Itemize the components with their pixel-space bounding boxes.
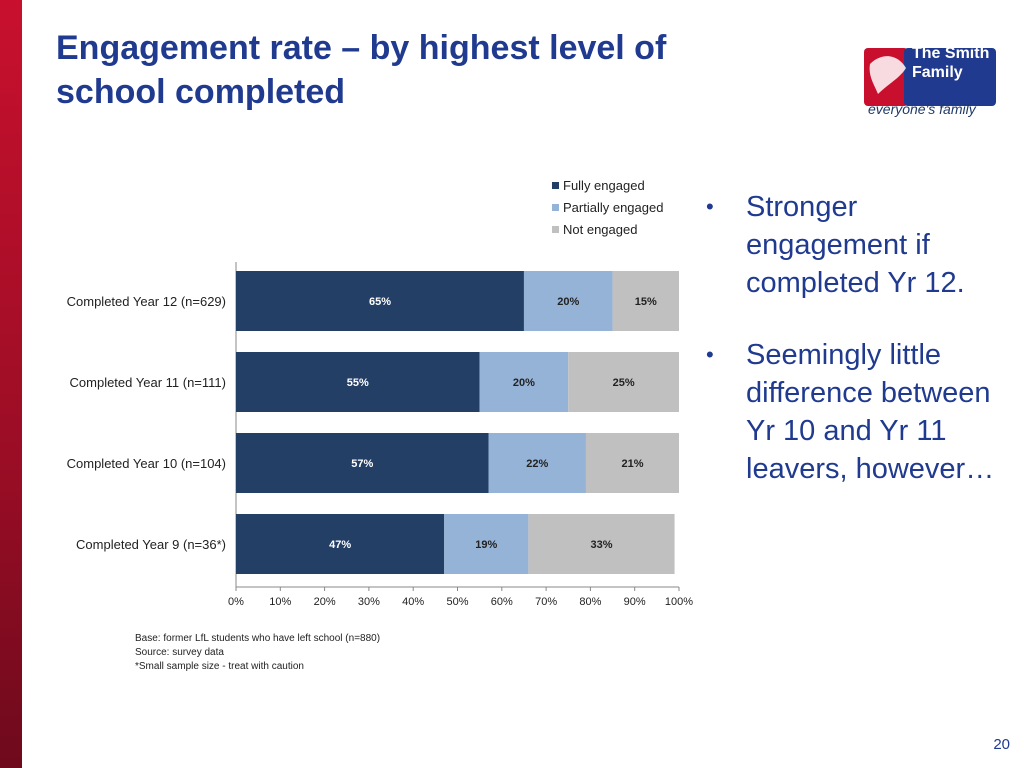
bar-value-label: 20% [557, 296, 579, 308]
bar-segment [568, 352, 679, 412]
logo-navy-block [904, 48, 996, 106]
bar-value-label: 33% [590, 539, 612, 551]
bar-segment [585, 433, 679, 493]
x-tick-label: 0% [228, 596, 244, 608]
bar-value-label: 20% [513, 377, 535, 389]
page-number: 20 [993, 736, 1010, 753]
engagement-chart: 0% 10% 20% 30% 40% 50% 60% 70% 80% 90% 100% Complet… [67, 178, 694, 608]
x-tick-label: 20% [314, 596, 336, 608]
x-tick-label: 40% [402, 596, 424, 608]
bar-segment [236, 433, 489, 493]
logo-name: The Smith Family [912, 45, 990, 81]
x-tick-label: 70% [535, 596, 557, 608]
logo-tagline: everyone's family [868, 101, 976, 117]
bullet-list: • Stronger engagement if completed Yr 12… [700, 188, 1000, 522]
bar-segment [479, 352, 569, 412]
x-tick-label: 90% [624, 596, 646, 608]
x-tick-label: 80% [579, 596, 601, 608]
legend-swatch [552, 204, 559, 211]
bar-segment [236, 352, 480, 412]
x-tick-label: 60% [491, 596, 513, 608]
legend-label: Partially engaged [563, 200, 663, 215]
bullet-text: Seemingly little difference between Yr 1… [746, 339, 995, 485]
bar-value-label: 55% [347, 377, 369, 389]
legend-swatch [552, 226, 559, 233]
bar-segment [523, 271, 613, 331]
category-label: Completed Year 11 (n=111) [70, 375, 226, 390]
bar-value-label: 57% [351, 458, 373, 470]
note-source: Source: survey data [135, 647, 224, 658]
legend-swatch [552, 182, 559, 189]
bullet-dot-icon: • [706, 342, 714, 367]
slide-title: Engagement rate – by highest level of sc… [56, 29, 667, 111]
bar-value-label: 47% [329, 539, 351, 551]
legend-label: Fully engaged [563, 178, 645, 193]
smith-family-logo [864, 48, 996, 106]
logo-hands-icon [869, 56, 906, 94]
legend-label: Not engaged [563, 222, 637, 237]
bar-value-label: 22% [526, 458, 548, 470]
x-tick-label: 100% [665, 596, 693, 608]
bar-segment [236, 514, 445, 574]
category-label: Completed Year 9 (n=36*) [76, 537, 226, 552]
bullet-text: Stronger engagement if completed Yr 12. [746, 191, 965, 299]
side-accent-bar [0, 0, 22, 768]
chart-notes: Base: former LfL students who have left … [135, 632, 380, 674]
category-label: Completed Year 10 (n=104) [67, 456, 226, 471]
bar-segment [612, 271, 679, 331]
note-base: Base: former LfL students who have left … [135, 633, 381, 644]
note-caution: *Small sample size - treat with caution [135, 661, 304, 672]
x-tick-label: 30% [358, 596, 380, 608]
bullet-item: • Stronger engagement if completed Yr 12… [700, 188, 1000, 302]
bullet-item: • Seemingly little difference between Yr… [700, 336, 1000, 488]
category-label: Completed Year 12 (n=629) [67, 294, 226, 309]
bar-value-label: 19% [475, 539, 497, 551]
bar-value-label: 65% [369, 296, 391, 308]
bullet-dot-icon: • [706, 194, 714, 219]
bar-segment [236, 271, 524, 331]
bar-segment [488, 433, 586, 493]
bar-segment [444, 514, 529, 574]
x-tick-label: 10% [269, 596, 291, 608]
bar-value-label: 15% [635, 296, 657, 308]
bar-value-label: 21% [621, 458, 643, 470]
bar-segment [528, 514, 675, 574]
x-tick-label: 50% [446, 596, 468, 608]
bar-value-label: 25% [613, 377, 635, 389]
